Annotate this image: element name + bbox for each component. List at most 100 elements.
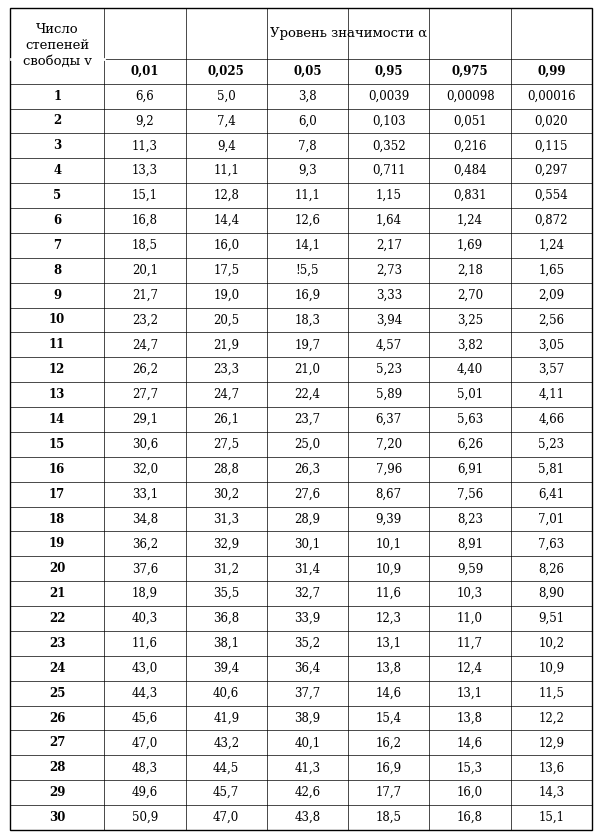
Text: 0,831: 0,831 <box>453 189 487 202</box>
Text: 3,8: 3,8 <box>298 90 317 102</box>
Text: 6,0: 6,0 <box>298 115 317 127</box>
Text: 14,3: 14,3 <box>538 786 565 799</box>
Text: 3,25: 3,25 <box>457 313 483 327</box>
Text: 36,2: 36,2 <box>132 537 158 551</box>
Text: 45,6: 45,6 <box>132 711 158 725</box>
Text: 0,872: 0,872 <box>535 214 568 227</box>
Text: 5,81: 5,81 <box>538 463 564 476</box>
Text: 35,2: 35,2 <box>294 637 320 650</box>
Text: 4,40: 4,40 <box>457 363 483 376</box>
Text: 7,96: 7,96 <box>376 463 402 476</box>
Text: 9,4: 9,4 <box>217 139 235 153</box>
Text: 15,4: 15,4 <box>376 711 402 725</box>
Text: 40,3: 40,3 <box>132 612 158 625</box>
Text: 12,6: 12,6 <box>294 214 320 227</box>
Text: 18,3: 18,3 <box>294 313 320 327</box>
Text: 11,6: 11,6 <box>132 637 158 650</box>
Text: 32,0: 32,0 <box>132 463 158 476</box>
Text: 17,5: 17,5 <box>213 264 239 277</box>
Text: 3,94: 3,94 <box>376 313 402 327</box>
Text: 2,73: 2,73 <box>376 264 402 277</box>
Text: !5,5: !5,5 <box>296 264 319 277</box>
Text: 13,3: 13,3 <box>132 164 158 177</box>
Text: 24,7: 24,7 <box>132 339 158 351</box>
Text: 16,9: 16,9 <box>376 761 402 774</box>
Text: 6,6: 6,6 <box>135 90 154 102</box>
Text: 4,66: 4,66 <box>538 413 565 426</box>
Text: 31,3: 31,3 <box>213 513 239 525</box>
Text: 1,24: 1,24 <box>538 239 564 252</box>
Text: 23,3: 23,3 <box>213 363 239 376</box>
Text: 18,5: 18,5 <box>376 811 402 824</box>
Text: 44,5: 44,5 <box>213 761 240 774</box>
Text: 3,05: 3,05 <box>538 339 565 351</box>
Text: 49,6: 49,6 <box>132 786 158 799</box>
Text: 4: 4 <box>53 164 61 177</box>
Text: 16,2: 16,2 <box>376 737 402 749</box>
Text: 9,51: 9,51 <box>538 612 565 625</box>
Text: 24: 24 <box>49 662 66 675</box>
Text: 16,0: 16,0 <box>213 239 239 252</box>
Text: 30,1: 30,1 <box>294 537 320 551</box>
Text: 6: 6 <box>53 214 61 227</box>
Text: 40,6: 40,6 <box>213 686 240 700</box>
Text: 2,09: 2,09 <box>538 288 565 302</box>
Text: 38,1: 38,1 <box>213 637 239 650</box>
Text: 14,6: 14,6 <box>457 737 483 749</box>
Text: 7: 7 <box>53 239 61 252</box>
Text: 38,9: 38,9 <box>294 711 320 725</box>
Text: 17,7: 17,7 <box>376 786 402 799</box>
Text: 14,4: 14,4 <box>213 214 239 227</box>
Text: 1: 1 <box>53 90 61 102</box>
Text: 14,1: 14,1 <box>294 239 320 252</box>
Text: 0,216: 0,216 <box>453 139 487 153</box>
Text: 13,6: 13,6 <box>538 761 565 774</box>
Text: 1,65: 1,65 <box>538 264 565 277</box>
Text: 15,1: 15,1 <box>538 811 564 824</box>
Text: 20,5: 20,5 <box>213 313 239 327</box>
Text: 22: 22 <box>49 612 66 625</box>
Text: 16,8: 16,8 <box>132 214 158 227</box>
Text: 1,15: 1,15 <box>376 189 402 202</box>
Text: 8,91: 8,91 <box>457 537 483 551</box>
Text: 0,0039: 0,0039 <box>368 90 409 102</box>
Text: 8,23: 8,23 <box>457 513 483 525</box>
Text: 31,4: 31,4 <box>294 562 320 575</box>
Text: 0,352: 0,352 <box>372 139 406 153</box>
Text: 19: 19 <box>49 537 65 551</box>
Text: 13,1: 13,1 <box>457 686 483 700</box>
Text: 32,9: 32,9 <box>213 537 239 551</box>
Text: 37,6: 37,6 <box>132 562 158 575</box>
Text: 0,00098: 0,00098 <box>445 90 494 102</box>
Text: 17: 17 <box>49 488 65 500</box>
Text: 27: 27 <box>49 737 66 749</box>
Text: 11,0: 11,0 <box>457 612 483 625</box>
Text: 12: 12 <box>49 363 66 376</box>
Text: 1,69: 1,69 <box>457 239 483 252</box>
Text: 0,103: 0,103 <box>372 115 406 127</box>
Text: 13: 13 <box>49 388 66 401</box>
Text: 10,2: 10,2 <box>538 637 564 650</box>
Text: 36,8: 36,8 <box>213 612 239 625</box>
Text: 5,0: 5,0 <box>217 90 235 102</box>
Text: 5,89: 5,89 <box>376 388 402 401</box>
Text: 3: 3 <box>53 139 61 153</box>
Text: 19,0: 19,0 <box>213 288 239 302</box>
Text: 47,0: 47,0 <box>213 811 240 824</box>
Text: 33,9: 33,9 <box>294 612 321 625</box>
Text: 6,26: 6,26 <box>457 438 483 451</box>
Text: 29,1: 29,1 <box>132 413 158 426</box>
Text: 27,5: 27,5 <box>213 438 239 451</box>
Text: 47,0: 47,0 <box>132 737 158 749</box>
Text: 9,2: 9,2 <box>135 115 154 127</box>
Text: 7,20: 7,20 <box>376 438 402 451</box>
Text: 1,64: 1,64 <box>376 214 402 227</box>
Text: 43,2: 43,2 <box>213 737 239 749</box>
Text: 6,91: 6,91 <box>457 463 483 476</box>
Text: 29: 29 <box>49 786 66 799</box>
Text: 15,3: 15,3 <box>457 761 483 774</box>
Text: 2,56: 2,56 <box>538 313 565 327</box>
Text: 0,051: 0,051 <box>453 115 487 127</box>
Text: 6,41: 6,41 <box>538 488 565 500</box>
Text: 11: 11 <box>49 339 65 351</box>
